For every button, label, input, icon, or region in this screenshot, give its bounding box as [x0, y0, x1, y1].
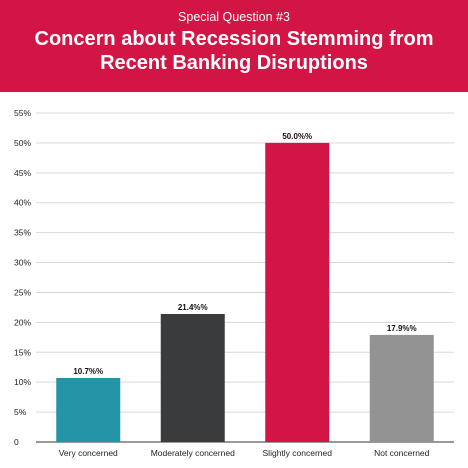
y-tick-label: 35%	[14, 228, 31, 238]
y-tick-label: 15%	[14, 347, 31, 357]
y-tick-label: 0	[14, 437, 19, 447]
bar	[369, 334, 434, 442]
x-category-label: Very concerned	[59, 448, 118, 458]
chart-title: Concern about Recession Stemming from Re…	[34, 28, 434, 74]
x-category-label: Moderately concerned	[151, 448, 235, 458]
bar-chart: 0 5% 10% 15% 20% 25% 30% 35% 40% 45% 50% 55% 10.7%% V…	[14, 108, 454, 458]
y-tick-label: 50%	[14, 138, 31, 148]
y-tick-label: 30%	[14, 258, 31, 268]
chart-header: Special Question #3 Concern about Recess…	[0, 0, 468, 92]
data-label: 50.0%%	[282, 132, 312, 141]
bar	[160, 313, 225, 442]
chart-subtitle: Special Question #3	[178, 10, 290, 24]
y-tick-label: 45%	[14, 168, 31, 178]
data-label: 10.7%%	[73, 367, 103, 376]
y-tick-label: 20%	[14, 317, 31, 327]
x-category-label: Not concerned	[374, 448, 430, 458]
y-tick-label: 55%	[14, 108, 31, 118]
data-label: 17.9%%	[387, 324, 417, 333]
y-tick-label: 40%	[14, 198, 31, 208]
bar	[265, 142, 330, 442]
y-tick-label: 10%	[14, 377, 31, 387]
bar	[56, 377, 121, 442]
x-category-label: Slightly concerned	[263, 448, 333, 458]
y-tick-label: 5%	[14, 407, 27, 417]
y-tick-label: 25%	[14, 287, 31, 297]
data-label: 21.4%%	[178, 303, 208, 312]
